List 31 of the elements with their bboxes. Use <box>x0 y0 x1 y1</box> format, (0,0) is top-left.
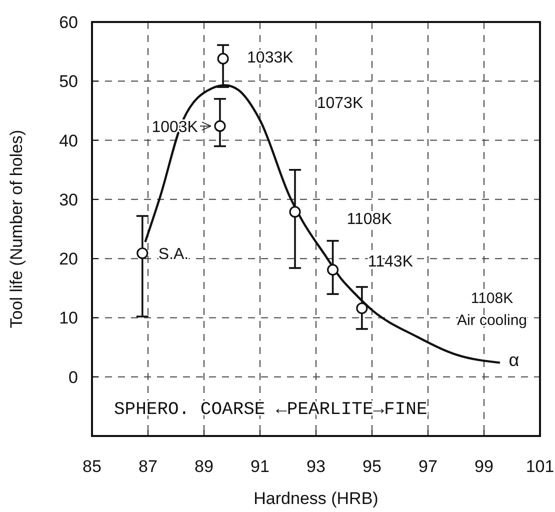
annotation: 1033K <box>247 50 294 67</box>
x-tick-label: 87 <box>138 457 158 476</box>
x-tick-label: 85 <box>82 457 102 476</box>
x-tick-label: 93 <box>306 457 326 476</box>
point <box>289 206 301 218</box>
annotation: 1143K <box>368 253 414 270</box>
x-axis-title: Hardness (HRB) <box>254 489 378 508</box>
point <box>356 302 368 314</box>
point <box>217 52 229 64</box>
point <box>327 264 339 276</box>
y-tick-label: 40 <box>59 131 78 150</box>
y-tick-label: 50 <box>59 72 78 92</box>
y-axis-title: Tool life (Number of holes) <box>7 130 26 328</box>
x-tick-label: 91 <box>250 457 270 476</box>
annotation: 1108K <box>346 210 392 228</box>
y-tick-label: 60 <box>59 13 78 32</box>
x-tick-label: 97 <box>418 457 438 476</box>
x-tick-label: 99 <box>474 457 494 476</box>
x-tick-label: 89 <box>194 457 214 476</box>
x-tick-label: 95 <box>362 457 382 476</box>
y-tick-label: 0 <box>68 368 78 387</box>
annotation: 1073K <box>316 95 364 112</box>
y-tick-label: 10 <box>59 308 78 328</box>
x-tick-label: 101 <box>526 457 554 476</box>
annotation: S.A. <box>158 246 189 264</box>
y-tick-label: 30 <box>59 190 78 210</box>
annotation: α <box>508 350 520 370</box>
point <box>136 247 148 260</box>
annotation: SPHERO. COARSE ←PEARLITE→FINE <box>114 400 428 420</box>
y-tick-label: 20 <box>59 250 78 269</box>
point <box>214 120 226 132</box>
